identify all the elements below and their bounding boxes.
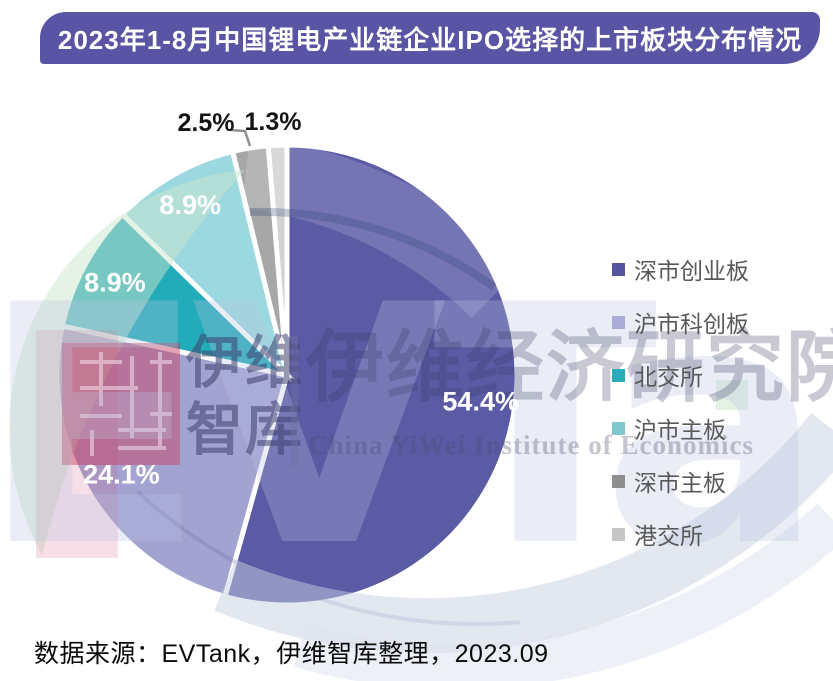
legend-swatch	[612, 421, 625, 435]
slice-label-沪市科创板: 24.1%	[83, 460, 160, 490]
slice-label-北交所: 8.9%	[84, 267, 146, 297]
legend-item-沪市科创板: 沪市科创板	[612, 305, 749, 339]
slice-label-深市主板: 2.5%	[178, 109, 235, 137]
legend-swatch	[612, 368, 625, 382]
pie-slice-港交所	[265, 142, 290, 376]
legend-label: 沪市主板	[634, 417, 726, 443]
leader-line-2.5	[230, 128, 252, 147]
legend-label: 沪市科创板	[634, 311, 749, 337]
legend-swatch	[612, 315, 625, 329]
legend-swatch	[612, 527, 625, 541]
legend-item-北交所: 北交所	[612, 358, 749, 392]
title-banner: 2023年1-8月中国锂电产业链企业IPO选择的上市板块分布情况	[40, 12, 820, 64]
legend-label: 北交所	[634, 364, 703, 390]
legend-label: 深市主板	[634, 470, 726, 496]
legend-swatch	[612, 474, 625, 488]
slice-label-港交所: 1.3%	[245, 108, 302, 136]
legend-item-沪市主板: 沪市主板	[612, 411, 749, 445]
legend-label: 港交所	[634, 523, 703, 549]
slice-label-沪市主板: 8.9%	[159, 190, 221, 220]
source-note: 数据来源：EVTank，伊维智库整理，2023.09	[34, 640, 549, 668]
legend-item-深市创业板: 深市创业板	[612, 252, 749, 286]
legend-item-深市主板: 深市主板	[612, 464, 749, 498]
legend-swatch	[612, 262, 625, 276]
legend-label: 深市创业板	[634, 258, 749, 284]
chart-title: 2023年1-8月中国锂电产业链企业IPO选择的上市板块分布情况	[57, 24, 803, 55]
legend-item-港交所: 港交所	[612, 517, 749, 551]
slice-label-深市创业板: 54.4%	[442, 387, 519, 417]
legend: 深市创业板沪市科创板北交所沪市主板深市主板港交所	[612, 252, 749, 570]
pie-labels: 54.4% 24.1% 8.9% 8.9% 2.5% 1.3%	[83, 108, 519, 490]
